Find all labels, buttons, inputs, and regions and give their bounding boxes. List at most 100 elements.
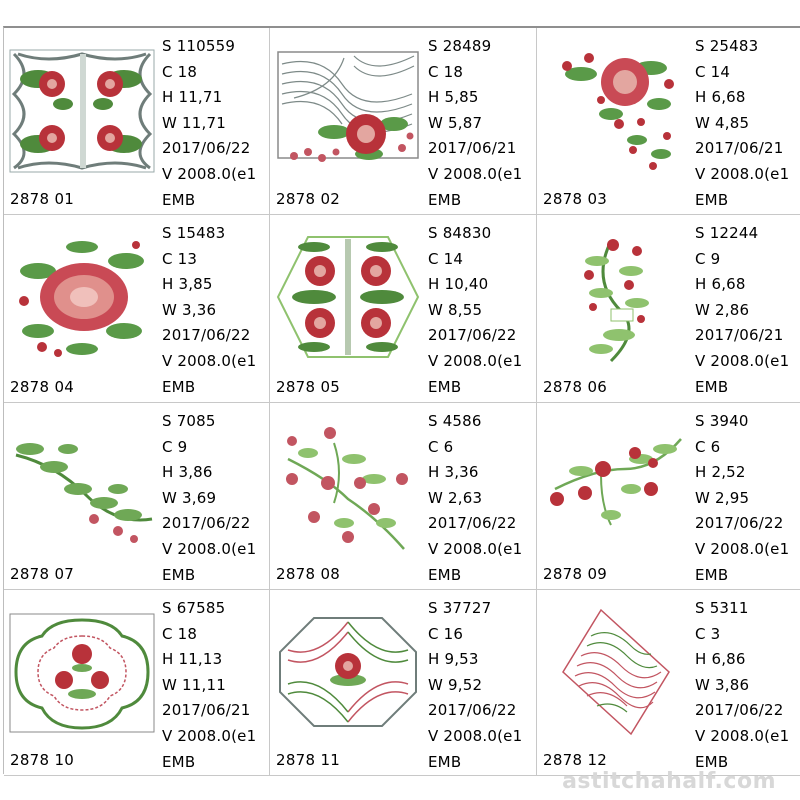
design-width: W 4,85 xyxy=(695,113,750,132)
design-date: 2017/06/22 xyxy=(428,701,517,720)
design-cell[interactable]: S 4586 C 6 H 3,36 W 2,63 2017/06/22 V 20… xyxy=(270,403,537,590)
design-cell[interactable]: S 84830 C 14 H 10,40 W 8,55 2017/06/22 V… xyxy=(270,215,537,403)
design-date: 2017/06/22 xyxy=(695,514,784,533)
design-cell[interactable]: S 15483 C 13 H 3,85 W 3,36 2017/06/22 V … xyxy=(4,215,270,403)
rose-vine-column-icon xyxy=(541,231,689,363)
design-stats: S 4586 C 6 H 3,36 W 2,63 2017/06/22 V 20… xyxy=(428,409,536,588)
color-count: C 3 xyxy=(695,624,721,643)
design-stats: S 28489 C 18 H 5,85 W 5,87 2017/06/21 V … xyxy=(428,34,536,213)
design-width: W 5,87 xyxy=(428,113,483,132)
large-rose-bloom-icon xyxy=(8,231,156,363)
design-version: V 2008.0(e1 xyxy=(428,164,523,183)
color-count: C 14 xyxy=(428,249,464,268)
design-code: 2878 12 xyxy=(543,751,608,769)
design-width: W 2,86 xyxy=(695,300,750,319)
color-count: C 6 xyxy=(695,437,721,456)
color-count: C 18 xyxy=(428,62,464,81)
design-version: V 2008.0(e1 xyxy=(695,351,790,370)
design-cell[interactable]: S 7085 C 9 H 3,86 W 3,69 2017/06/22 V 20… xyxy=(4,403,270,590)
design-stats: S 84830 C 14 H 10,40 W 8,55 2017/06/22 V… xyxy=(428,221,536,400)
design-stats: S 15483 C 13 H 3,85 W 3,36 2017/06/22 V … xyxy=(162,221,269,400)
design-height: H 2,52 xyxy=(695,463,746,482)
wave-diamond-icon xyxy=(541,606,689,738)
design-date: 2017/06/22 xyxy=(162,514,251,533)
design-stats: S 37727 C 16 H 9,53 W 9,52 2017/06/22 V … xyxy=(428,596,536,775)
design-format: EMB xyxy=(695,377,729,396)
design-format: EMB xyxy=(428,565,462,584)
window-top-strip xyxy=(0,0,800,26)
rose-swirl-panel-icon xyxy=(274,44,422,176)
design-width: W 8,55 xyxy=(428,300,483,319)
color-count: C 14 xyxy=(695,62,731,81)
design-date: 2017/06/21 xyxy=(695,139,784,158)
color-count: C 16 xyxy=(428,624,464,643)
color-count: C 13 xyxy=(162,249,198,268)
design-code: 2878 11 xyxy=(276,751,341,769)
site-watermark: astitchahalf.com xyxy=(562,769,776,794)
design-format: EMB xyxy=(695,190,729,209)
design-date: 2017/06/22 xyxy=(428,326,517,345)
design-code: 2878 06 xyxy=(543,378,608,396)
design-format: EMB xyxy=(695,565,729,584)
design-version: V 2008.0(e1 xyxy=(428,351,523,370)
design-width: W 11,11 xyxy=(162,675,226,694)
design-format: EMB xyxy=(695,752,729,771)
design-height: H 9,53 xyxy=(428,650,479,669)
small-rose-branch-icon xyxy=(274,419,422,551)
rose-corner-spray-icon xyxy=(541,44,689,176)
design-stats: S 7085 C 9 H 3,86 W 3,69 2017/06/22 V 20… xyxy=(162,409,269,588)
design-height: H 11,13 xyxy=(162,650,223,669)
design-code: 2878 09 xyxy=(543,565,608,583)
stitch-count: S 25483 xyxy=(695,37,759,55)
design-height: H 6,68 xyxy=(695,275,746,294)
design-cell[interactable]: S 5311 C 3 H 6,86 W 3,86 2017/06/22 V 20… xyxy=(537,590,800,776)
design-height: H 10,40 xyxy=(428,275,489,294)
design-height: H 5,85 xyxy=(428,88,479,107)
design-date: 2017/06/22 xyxy=(162,139,251,158)
stitch-count: S 12244 xyxy=(695,224,759,242)
design-version: V 2008.0(e1 xyxy=(162,539,257,558)
design-width: W 11,71 xyxy=(162,113,226,132)
design-version: V 2008.0(e1 xyxy=(428,539,523,558)
leaf-branch-icon xyxy=(8,419,156,551)
design-format: EMB xyxy=(428,190,462,209)
design-code: 2878 01 xyxy=(10,190,75,208)
design-format: EMB xyxy=(428,752,462,771)
design-date: 2017/06/22 xyxy=(428,514,517,533)
stitch-count: S 4586 xyxy=(428,412,482,430)
color-count: C 9 xyxy=(695,249,721,268)
stitch-count: S 3940 xyxy=(695,412,749,430)
design-cell[interactable]: S 3940 C 6 H 2,52 W 2,95 2017/06/22 V 20… xyxy=(537,403,800,590)
rose-spray-icon xyxy=(541,419,689,551)
design-height: H 3,86 xyxy=(162,463,213,482)
design-version: V 2008.0(e1 xyxy=(162,164,257,183)
design-date: 2017/06/22 xyxy=(695,701,784,720)
design-cell[interactable]: S 67585 C 18 H 11,13 W 11,11 2017/06/21 … xyxy=(4,590,270,776)
design-version: V 2008.0(e1 xyxy=(162,351,257,370)
design-code: 2878 02 xyxy=(276,190,341,208)
design-width: W 3,36 xyxy=(162,300,217,319)
design-code: 2878 03 xyxy=(543,190,608,208)
stitch-count: S 7085 xyxy=(162,412,216,430)
design-cell[interactable]: S 25483 C 14 H 6,68 W 4,85 2017/06/21 V … xyxy=(537,28,800,215)
design-width: W 3,69 xyxy=(162,488,217,507)
design-cell[interactable]: S 12244 C 9 H 6,68 W 2,86 2017/06/21 V 2… xyxy=(537,215,800,403)
color-count: C 18 xyxy=(162,62,198,81)
color-count: C 6 xyxy=(428,437,454,456)
design-thumbnail-grid: S 110559 C 18 H 11,71 W 11,71 2017/06/22… xyxy=(3,26,800,776)
design-version: V 2008.0(e1 xyxy=(695,164,790,183)
design-cell[interactable]: S 28489 C 18 H 5,85 W 5,87 2017/06/21 V … xyxy=(270,28,537,215)
design-width: W 9,52 xyxy=(428,675,483,694)
design-version: V 2008.0(e1 xyxy=(695,726,790,745)
design-date: 2017/06/21 xyxy=(162,701,251,720)
design-version: V 2008.0(e1 xyxy=(695,539,790,558)
stitch-count: S 110559 xyxy=(162,37,236,55)
stitch-count: S 28489 xyxy=(428,37,492,55)
design-cell[interactable]: S 110559 C 18 H 11,71 W 11,71 2017/06/22… xyxy=(4,28,270,215)
design-cell[interactable]: S 37727 C 16 H 9,53 W 9,52 2017/06/22 V … xyxy=(270,590,537,776)
design-width: W 2,63 xyxy=(428,488,483,507)
color-count: C 9 xyxy=(162,437,188,456)
lace-medallion-icon xyxy=(8,606,156,738)
design-height: H 3,85 xyxy=(162,275,213,294)
design-width: W 3,86 xyxy=(695,675,750,694)
